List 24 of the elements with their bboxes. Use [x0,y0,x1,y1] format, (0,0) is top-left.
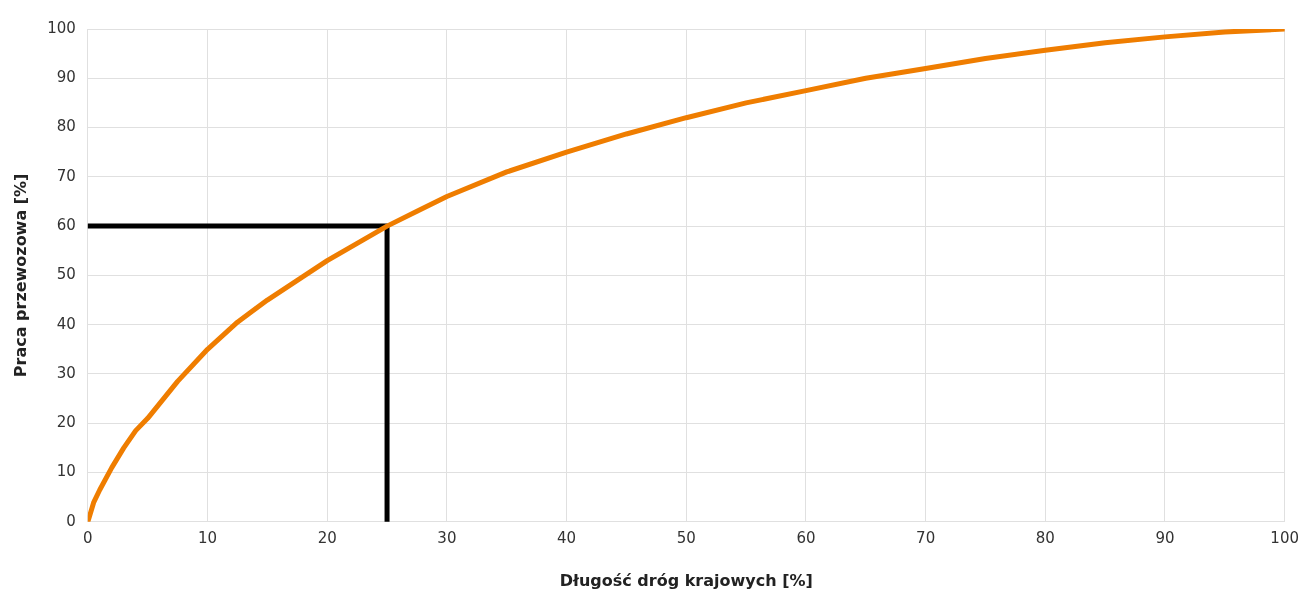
y-tick-label: 0 [66,511,76,530]
y-axis-title: Praca przewozowa [%] [10,173,30,378]
y-tick-label: 80 [56,117,76,136]
y-tick-label: 20 [56,413,76,432]
y-tick-label: 10 [56,462,76,481]
x-tick-label: 40 [557,528,577,547]
y-tick-label: 30 [56,363,76,382]
x-tick-label: 10 [197,528,218,547]
x-axis-title: Długość dróg krajowych [%] [559,570,813,590]
x-tick-label: 100 [1270,528,1300,547]
x-tick-label: 20 [317,528,337,547]
x-tick-label: 80 [1035,528,1055,547]
y-tick-label: 90 [56,68,76,87]
y-tick-label: 70 [56,166,76,185]
x-tick-label: 70 [916,528,936,547]
y-tick-label: 50 [56,265,76,284]
y-tick-label: 40 [56,314,76,333]
x-tick-label: 60 [796,528,816,547]
x-tick-label: 90 [1155,528,1175,547]
x-tick-label: 30 [437,528,457,547]
y-tick-label: 60 [56,216,76,235]
x-tick-label: 0 [83,528,93,547]
y-tick-label: 100 [47,18,76,37]
x-tick-label: 50 [676,528,696,547]
